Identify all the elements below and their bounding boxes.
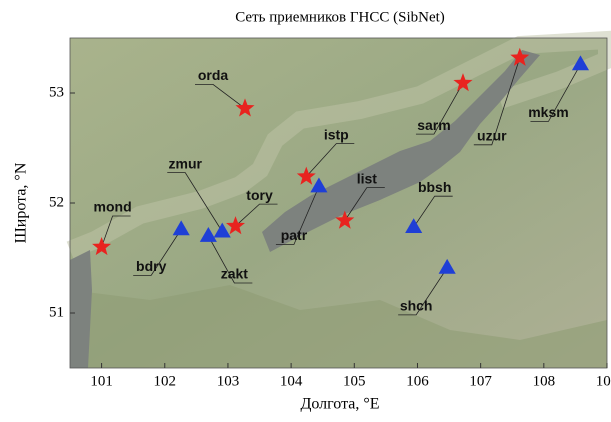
x-tick-label: 103: [217, 373, 240, 389]
station-label: uzur: [477, 128, 507, 144]
x-tick-label: 105: [343, 373, 366, 389]
x-axis-label: Долгота, °E: [300, 396, 379, 413]
station-label: mond: [94, 199, 132, 215]
y-tick-label: 51: [49, 304, 64, 320]
x-tick-label: 107: [469, 373, 492, 389]
y-axis-label: Широта, °N: [13, 162, 30, 243]
station-label: patr: [281, 227, 308, 243]
station-label: istp: [324, 126, 349, 142]
x-tick-label: 104: [280, 373, 303, 389]
y-tick-label: 53: [49, 84, 64, 100]
station-label: tory: [246, 187, 273, 203]
x-tick-label: 101: [90, 373, 113, 389]
station-label: list: [357, 170, 378, 186]
station-label: bdry: [136, 258, 167, 274]
station-label: mksm: [528, 104, 568, 120]
x-tick-label: 102: [154, 373, 177, 389]
station-label: shch: [400, 298, 433, 314]
station-label: orda: [198, 67, 229, 83]
station-label: zakt: [221, 266, 249, 282]
chart-title: Сеть приемников ГНСС (SibNet): [235, 9, 445, 25]
y-tick-label: 52: [49, 194, 64, 210]
x-tick-label: 109: [596, 373, 611, 389]
chart: Сеть приемников ГНСС (SibNet) Долгота, °…: [0, 0, 611, 417]
station-label: bbsh: [418, 179, 451, 195]
x-tick-label: 108: [533, 373, 556, 389]
lake-khovsgol: [70, 250, 92, 368]
station-label: sarm: [417, 117, 450, 133]
x-tick-label: 106: [406, 373, 429, 389]
station-label: zmur: [169, 155, 203, 171]
